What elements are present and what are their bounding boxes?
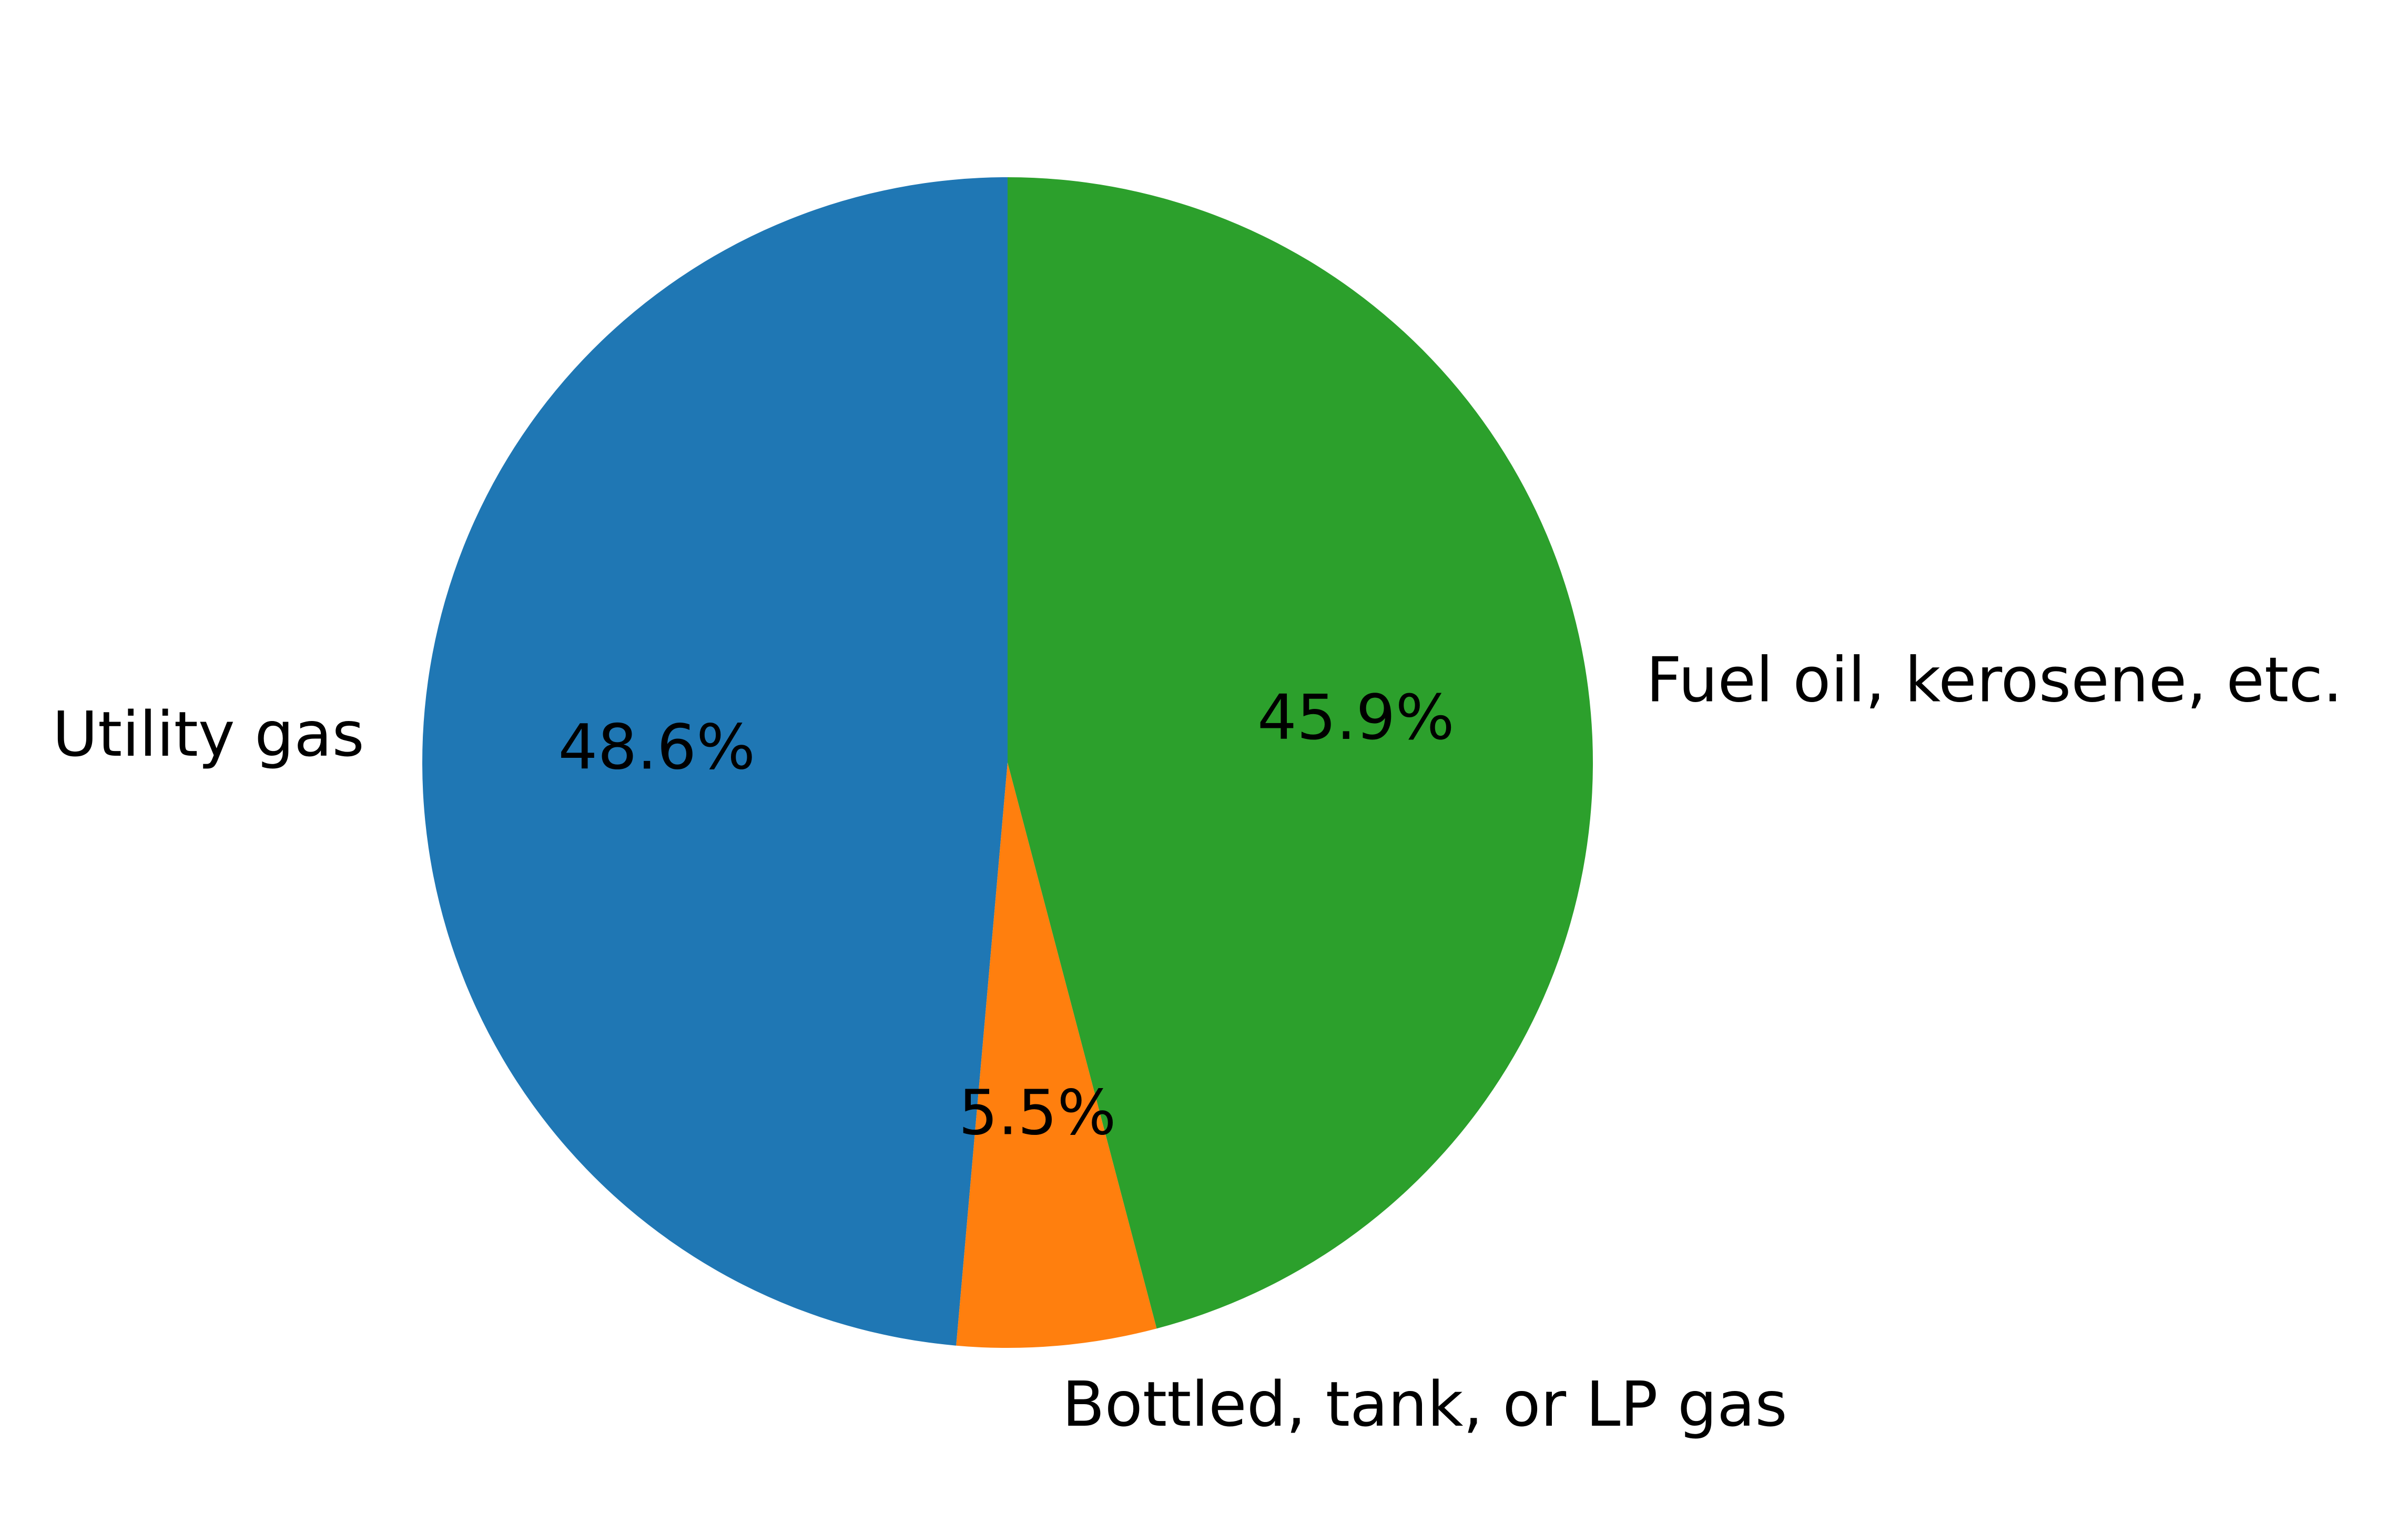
slice-label-fuel-oil-kerosene-etc: Fuel oil, kerosene, etc. — [1646, 644, 2342, 716]
pie-slice-bottled-tank-or-lp-gas — [956, 763, 1157, 1348]
slice-label-utility-gas: Utility gas — [53, 698, 364, 770]
slice-percent-fuel-oil-kerosene-etc: 45.9% — [1257, 681, 1455, 754]
pie-slice-fuel-oil-kerosene-etc — [1008, 177, 1593, 1329]
slice-percent-bottled-tank-or-lp-gas: 5.5% — [959, 1076, 1116, 1149]
slice-percent-utility-gas: 48.6% — [558, 711, 755, 784]
slice-label-bottled-tank-or-lp-gas: Bottled, tank, or LP gas — [1062, 1368, 1787, 1440]
pie-labels: Utility gas 48.6% Bottled, tank, or LP gas… — [53, 644, 2343, 1440]
pie-slice-utility-gas — [422, 177, 1008, 1346]
pie-slices — [422, 177, 1593, 1348]
